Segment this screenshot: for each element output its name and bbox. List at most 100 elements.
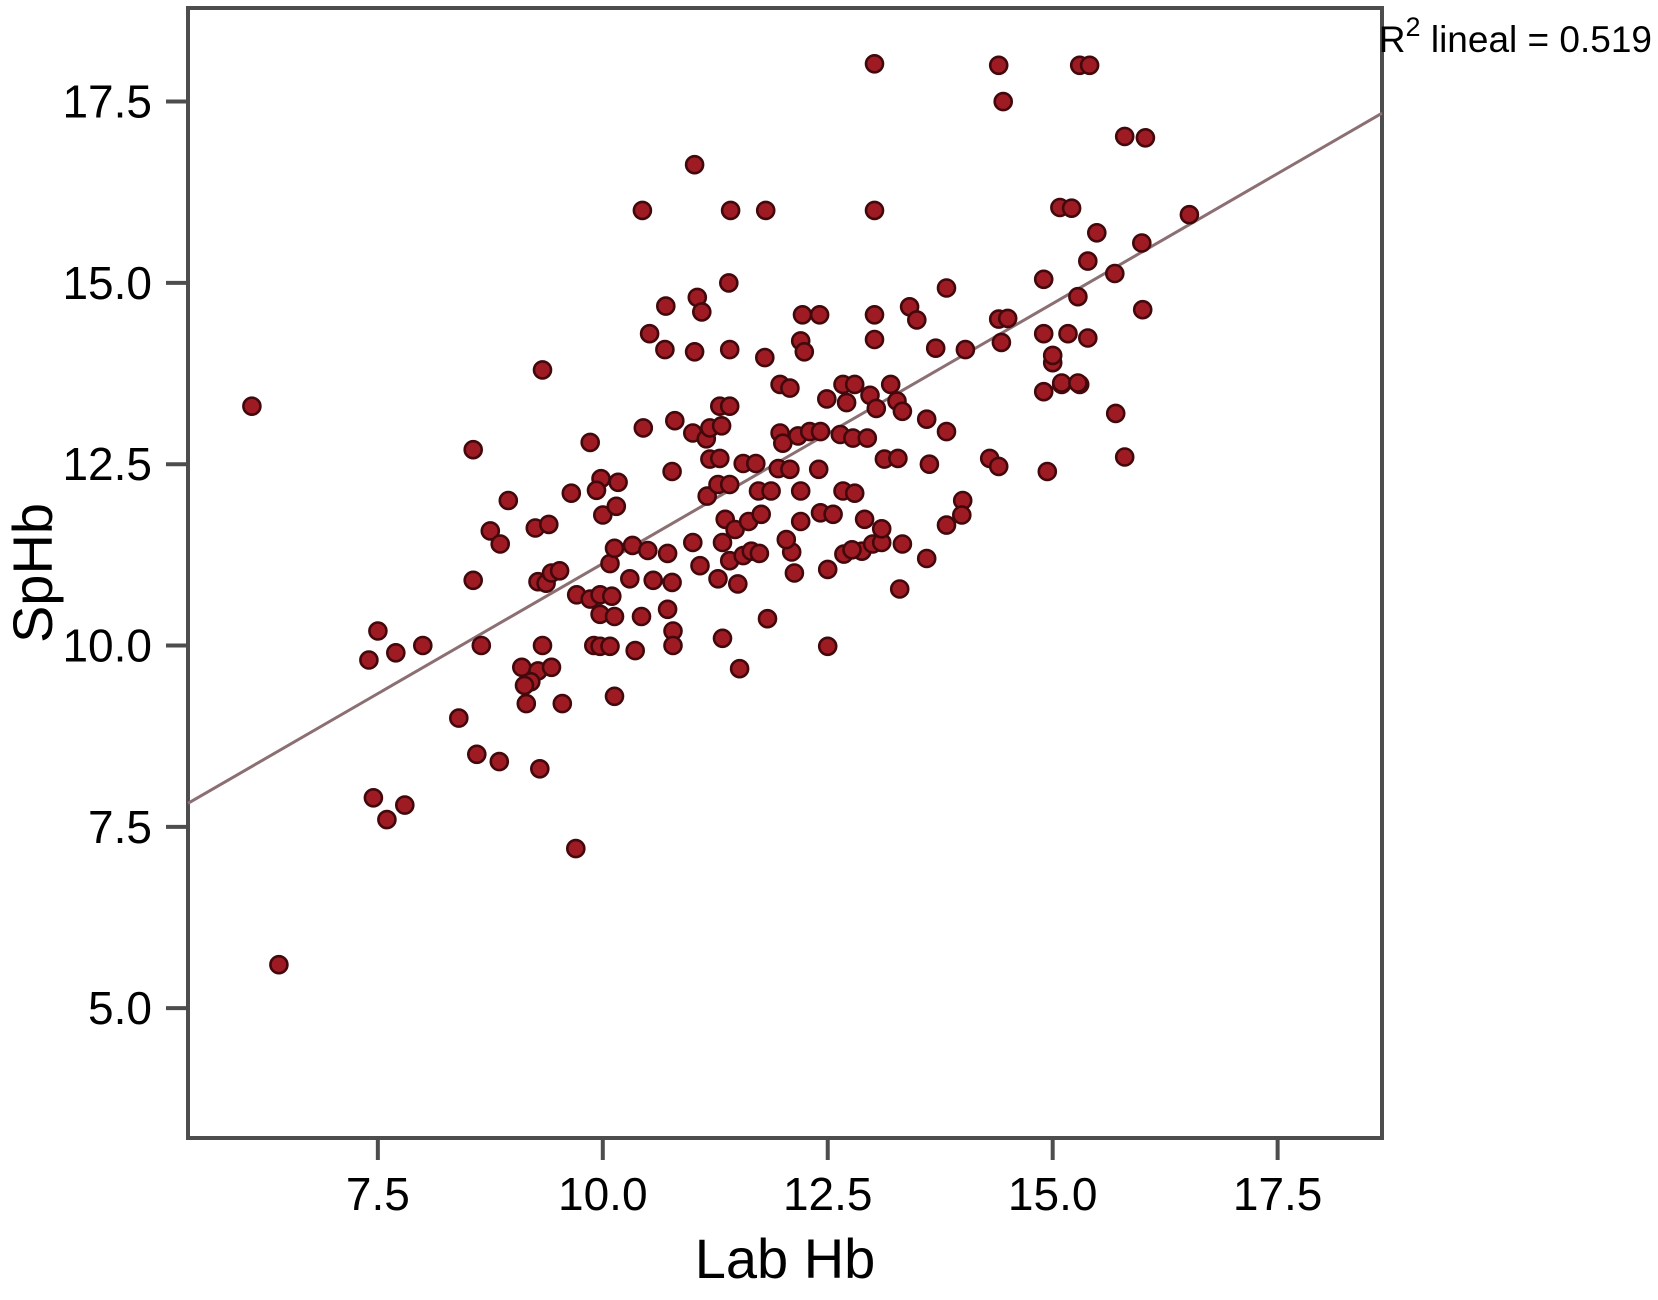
data-point [916, 409, 937, 430]
data-point [712, 532, 733, 553]
data-point [363, 787, 384, 808]
data-point [854, 509, 875, 530]
data-point [864, 329, 885, 350]
data-point [1105, 403, 1126, 424]
data-point [385, 642, 406, 663]
data-point [889, 579, 910, 599]
data-point [780, 378, 800, 398]
y-tick-label: 7.5 [88, 801, 152, 853]
data-point [552, 693, 573, 714]
y-tick-label: 15.0 [62, 257, 152, 309]
data-point [997, 308, 1018, 329]
data-point [684, 154, 705, 175]
data-point [682, 532, 703, 553]
data-point [993, 91, 1014, 112]
data-point [809, 304, 830, 325]
data-point [842, 539, 862, 560]
axis-ticks: 7.5 10.0 12.5 15.0 17.5 5.0 7.5 10.0 12.5 15.0 17.… [62, 76, 1322, 1220]
data-point [1079, 55, 1100, 76]
data-point [655, 339, 675, 360]
data-point [1033, 269, 1054, 290]
data-point [925, 338, 946, 359]
data-point [754, 347, 775, 368]
data-point [1033, 381, 1054, 402]
data-point [823, 504, 843, 525]
data-point [936, 515, 957, 535]
data-point [712, 628, 733, 649]
data-point [864, 304, 885, 325]
data-point [463, 439, 484, 460]
data-point [1087, 223, 1107, 243]
data-point [711, 415, 732, 436]
data-point [586, 480, 607, 501]
data-point [639, 323, 660, 344]
data-point [532, 360, 553, 380]
data-point [757, 608, 778, 629]
data-point [776, 529, 797, 550]
data-point [919, 454, 940, 475]
data-point [888, 448, 908, 469]
data-point [790, 481, 811, 501]
data-point [606, 496, 627, 517]
data-point [662, 572, 682, 593]
data-point [988, 55, 1009, 76]
data-point [657, 543, 678, 564]
data-point [684, 341, 705, 362]
data-point [988, 456, 1009, 477]
data-point [720, 200, 741, 221]
r-squared-text: lineal = 0.519 [1421, 19, 1652, 60]
data-point [906, 310, 927, 330]
data-point [719, 396, 740, 417]
data-point [817, 559, 838, 580]
data-point [637, 540, 658, 561]
data-point [657, 599, 678, 620]
data-point [529, 758, 550, 779]
data-point [880, 374, 901, 395]
data-point [729, 658, 750, 679]
data-point [951, 505, 972, 525]
x-tick-label: 17.5 [1233, 1168, 1323, 1220]
data-point [633, 418, 654, 438]
data-point [619, 568, 640, 589]
x-axis-title: Lab Hb [695, 1227, 876, 1290]
data-point [864, 53, 885, 74]
data-point [601, 586, 622, 607]
data-point [471, 635, 492, 656]
data-point [359, 650, 379, 670]
data-point [580, 432, 601, 453]
data-point [1105, 263, 1125, 284]
data-point [844, 483, 865, 504]
data-point [955, 339, 976, 360]
data-point [816, 389, 837, 409]
y-tick-label: 5.0 [88, 982, 152, 1034]
data-point [697, 486, 718, 506]
data-point [727, 574, 748, 594]
data-point [514, 675, 535, 696]
data-point [761, 481, 781, 501]
data-point [936, 421, 957, 442]
data-point [836, 392, 857, 413]
data-point [1061, 198, 1082, 218]
data-point [1068, 286, 1088, 307]
y-tick-label: 12.5 [62, 438, 152, 490]
data-point [916, 548, 937, 569]
data-point [604, 606, 625, 627]
data-point [780, 459, 800, 480]
data-point [565, 838, 586, 859]
data-point [892, 401, 913, 422]
data-point [662, 461, 682, 482]
data-point [655, 296, 676, 316]
data-point [1132, 299, 1153, 320]
data-point [871, 518, 892, 539]
data-point [755, 200, 776, 221]
x-tick-label: 7.5 [346, 1168, 410, 1220]
data-point [608, 472, 628, 493]
data-point [498, 490, 519, 511]
data-point [1033, 323, 1054, 344]
data-point [794, 341, 815, 362]
data-point [784, 563, 805, 583]
data-point [751, 504, 772, 525]
data-point [541, 657, 562, 678]
data-point [810, 421, 831, 442]
data-point [463, 570, 484, 591]
